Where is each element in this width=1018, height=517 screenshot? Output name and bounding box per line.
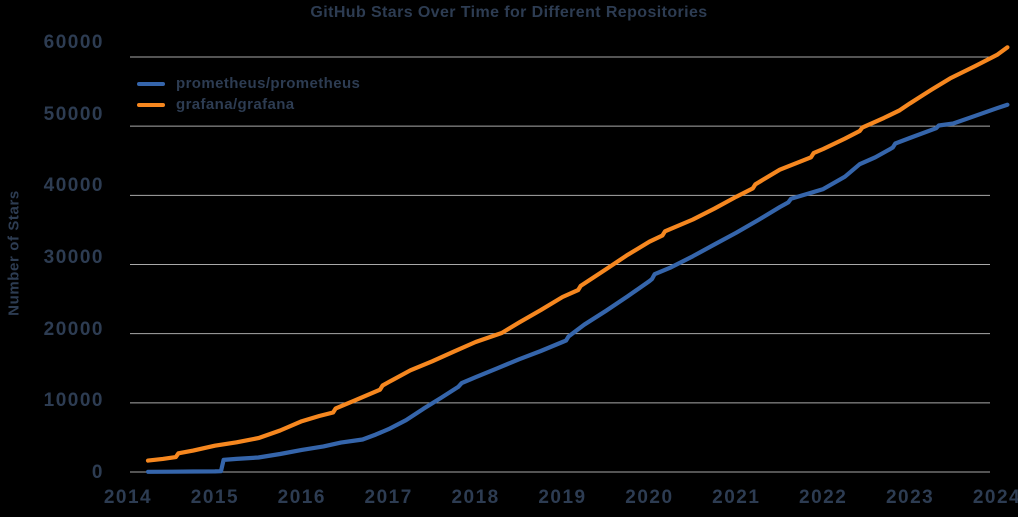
legend: prometheus/prometheus grafana/grafana <box>137 73 360 115</box>
legend-swatch-grafana <box>137 102 165 107</box>
legend-item-prometheus: prometheus/prometheus <box>137 73 360 94</box>
y-tick-label-40000: 40000 <box>43 175 104 197</box>
line-grafana-grafana <box>145 45 1010 463</box>
x-tick-label-2023: 2023 <box>885 487 935 508</box>
y-tick-label-20000: 20000 <box>43 318 104 340</box>
y-tick-label-50000: 50000 <box>43 103 104 125</box>
x-tick-label-2024: 2024 <box>972 487 1018 508</box>
x-tick-label-2015: 2015 <box>190 487 240 508</box>
x-tick-label-2017: 2017 <box>364 487 413 508</box>
x-tick-label-2022: 2022 <box>799 487 848 508</box>
x-tick-label-2021: 2021 <box>712 487 761 508</box>
x-tick-label-2018: 2018 <box>451 487 500 508</box>
x-tick-label-2014: 2014 <box>103 487 153 508</box>
legend-label-prometheus: prometheus/prometheus <box>176 75 361 92</box>
x-tick-label-2020: 2020 <box>625 487 674 508</box>
legend-item-grafana: grafana/grafana <box>137 94 360 115</box>
x-tick-label-2016: 2016 <box>277 487 326 508</box>
x-tick-label-2019: 2019 <box>538 487 587 508</box>
legend-swatch-prometheus <box>137 81 165 86</box>
legend-label-grafana: grafana/grafana <box>176 96 295 113</box>
y-tick-label-0: 0 <box>91 462 104 483</box>
line-prometheus-prometheus <box>145 102 1010 474</box>
y-tick-label-10000: 10000 <box>43 390 104 412</box>
y-tick-label-30000: 30000 <box>43 247 104 268</box>
y-tick-label-60000: 60000 <box>43 32 104 53</box>
chart-title: GitHub Stars Over Time for Different Rep… <box>310 4 708 21</box>
